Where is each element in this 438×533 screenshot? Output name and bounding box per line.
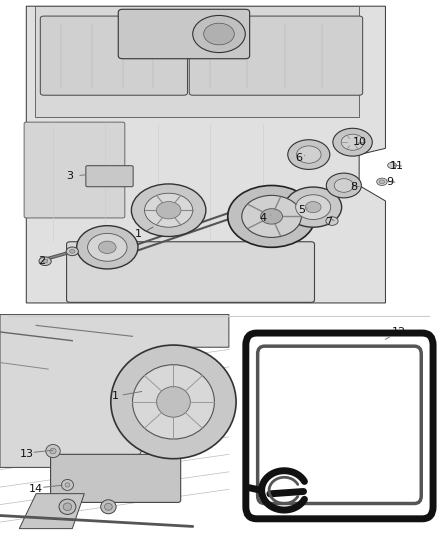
Circle shape [66, 247, 78, 256]
Text: 13: 13 [20, 449, 33, 459]
Circle shape [63, 503, 72, 511]
Text: 2: 2 [38, 256, 45, 266]
Polygon shape [26, 6, 385, 303]
Circle shape [88, 233, 127, 261]
Circle shape [285, 187, 342, 227]
Circle shape [261, 209, 283, 224]
Circle shape [77, 225, 138, 269]
Circle shape [131, 184, 206, 237]
Circle shape [50, 448, 56, 454]
FancyBboxPatch shape [40, 16, 187, 95]
Circle shape [288, 140, 330, 169]
Text: 3: 3 [66, 171, 73, 181]
Circle shape [305, 201, 321, 213]
Circle shape [326, 217, 338, 225]
Text: 5: 5 [298, 205, 305, 215]
FancyBboxPatch shape [24, 122, 125, 218]
Text: 7: 7 [325, 217, 332, 227]
FancyBboxPatch shape [265, 352, 414, 494]
Circle shape [99, 241, 116, 254]
Text: 4: 4 [259, 213, 266, 223]
Circle shape [242, 196, 301, 237]
Circle shape [70, 249, 75, 253]
FancyBboxPatch shape [189, 16, 363, 95]
Circle shape [326, 173, 361, 198]
Text: 12: 12 [392, 327, 406, 337]
Circle shape [61, 480, 74, 490]
Circle shape [111, 345, 236, 459]
Text: 1: 1 [134, 229, 141, 239]
Circle shape [59, 499, 76, 514]
Circle shape [42, 260, 48, 263]
Text: 11: 11 [389, 161, 403, 171]
Circle shape [39, 257, 51, 265]
Text: 1: 1 [112, 391, 119, 401]
Circle shape [297, 146, 321, 163]
Circle shape [333, 128, 372, 156]
Circle shape [101, 500, 116, 514]
FancyBboxPatch shape [67, 242, 314, 302]
Circle shape [193, 15, 245, 53]
FancyBboxPatch shape [86, 166, 133, 187]
Circle shape [156, 201, 181, 219]
Circle shape [296, 195, 331, 220]
Text: 14: 14 [29, 484, 43, 494]
Text: 6: 6 [295, 152, 302, 163]
Circle shape [132, 365, 215, 439]
Circle shape [228, 185, 315, 247]
Circle shape [157, 386, 190, 417]
Circle shape [105, 503, 112, 510]
Polygon shape [0, 314, 229, 467]
Text: 8: 8 [350, 182, 357, 192]
Text: 9: 9 [386, 177, 393, 188]
Circle shape [145, 193, 193, 227]
Polygon shape [35, 6, 359, 117]
Text: 10: 10 [353, 137, 367, 147]
Circle shape [334, 179, 353, 192]
Polygon shape [19, 494, 84, 529]
Circle shape [204, 23, 234, 45]
FancyBboxPatch shape [118, 9, 250, 59]
Circle shape [379, 180, 385, 184]
Circle shape [388, 162, 396, 168]
Circle shape [377, 178, 387, 185]
Circle shape [65, 483, 70, 487]
Circle shape [46, 445, 60, 458]
FancyBboxPatch shape [50, 454, 180, 503]
Circle shape [341, 134, 364, 150]
